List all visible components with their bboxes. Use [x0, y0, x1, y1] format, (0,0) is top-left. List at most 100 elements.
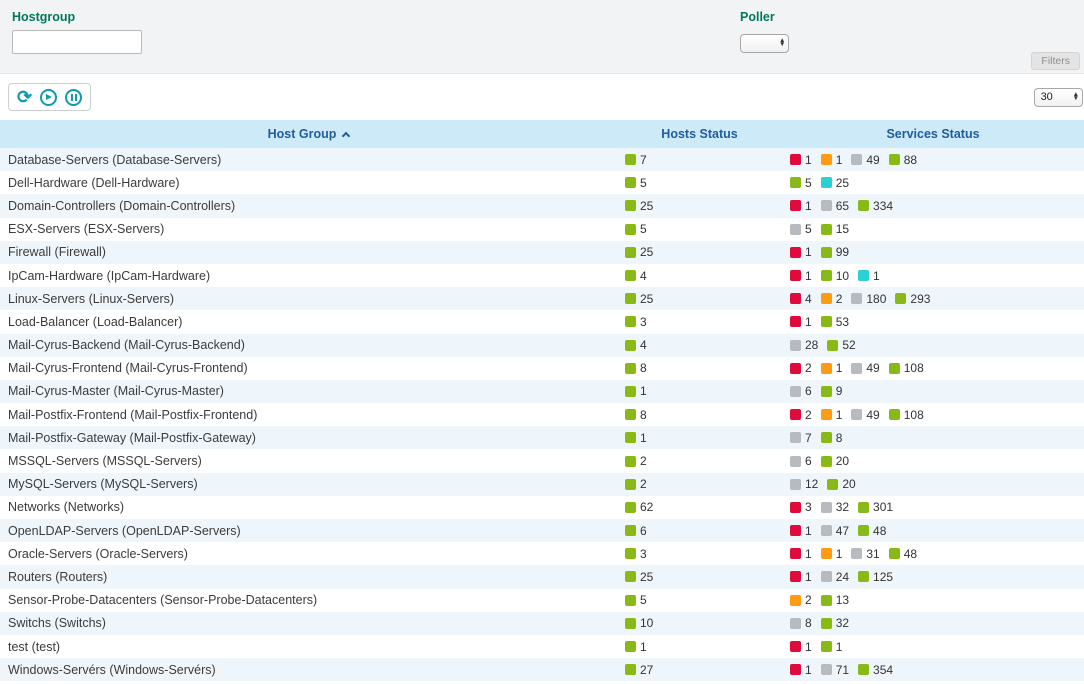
status-count: 13 [835, 593, 850, 608]
hostgroup-name[interactable]: Mail-Cyrus-Frontend (Mail-Cyrus-Frontend… [8, 361, 248, 376]
table-row[interactable]: OpenLDAP-Servers (OpenLDAP-Servers) 6 1 47 4… [0, 519, 1084, 543]
table-row[interactable]: Windows-Servérs (Windows-Servérs) 27 1 71 35… [0, 658, 1084, 682]
status-badge-ok: 293 [895, 292, 930, 306]
table-header: Host Group Hosts Status Services Status [0, 120, 1084, 148]
ok-square-icon [625, 641, 636, 653]
sort-asc-icon[interactable] [342, 131, 351, 140]
hostgroup-name[interactable]: Mail-Cyrus-Master (Mail-Cyrus-Master) [8, 384, 224, 399]
status-badge-ok: 9 [820, 384, 842, 398]
table-row[interactable]: Routers (Routers) 25 1 24 125 [0, 565, 1084, 589]
hostgroup-name[interactable]: Mail-Postfix-Gateway (Mail-Postfix-Gatew… [8, 430, 256, 445]
ok-square-icon [820, 432, 832, 444]
hostgroup-name[interactable]: Mail-Cyrus-Backend (Mail-Cyrus-Backend) [8, 338, 245, 353]
table-row[interactable]: Switchs (Switchs) 10 8 32 [0, 611, 1084, 635]
unknown-square-icon [790, 385, 801, 397]
hostgroup-name[interactable]: Domain-Controllers (Domain-Controllers) [8, 198, 236, 213]
hosts-status-cell: 7 [617, 153, 782, 167]
table-row[interactable]: Oracle-Servers (Oracle-Servers) 3 1 1 31 48 [0, 542, 1084, 566]
table-row[interactable]: MySQL-Servers (MySQL-Servers) 2 12 20 [0, 472, 1084, 496]
hostgroup-name[interactable]: ESX-Servers (ESX-Servers) [8, 222, 165, 237]
pause-button[interactable] [65, 88, 83, 106]
play-button[interactable] [40, 88, 58, 106]
ok-square-icon [820, 594, 832, 606]
hostgroup-name[interactable]: Routers (Routers) [8, 569, 108, 584]
table-row[interactable]: ESX-Servers (ESX-Servers) 5 5 15 [0, 217, 1084, 241]
status-badge-ok: 1 [625, 384, 647, 398]
ok-square-icon [888, 154, 900, 166]
hostgroup-input[interactable] [12, 30, 142, 54]
status-badge-ok: 25 [625, 570, 653, 584]
status-count: 48 [903, 546, 918, 561]
hostgroup-name[interactable]: MSSQL-Servers (MSSQL-Servers) [8, 454, 202, 469]
hostgroup-name[interactable]: Oracle-Servers (Oracle-Servers) [8, 546, 188, 561]
status-badge-ok: 4 [625, 338, 647, 352]
hostgroup-name[interactable]: Windows-Servérs (Windows-Servérs) [8, 662, 216, 677]
status-badge-unknown: 47 [820, 524, 849, 538]
column-header-hosts-status[interactable]: Hosts Status [617, 127, 782, 141]
status-count: 4 [640, 338, 647, 353]
hostgroup-name[interactable]: Firewall (Firewall) [8, 245, 106, 260]
table-row[interactable]: Database-Servers (Database-Servers) 7 1 1 49… [0, 148, 1084, 172]
status-count: 1 [805, 523, 812, 538]
hostgroup-name[interactable]: Database-Servers (Database-Servers) [8, 152, 222, 167]
hostgroup-name[interactable]: MySQL-Servers (MySQL-Servers) [8, 477, 198, 492]
table-row[interactable]: Mail-Cyrus-Backend (Mail-Cyrus-Backend) 4… [0, 333, 1084, 357]
hostgroup-name[interactable]: Switchs (Switchs) [8, 616, 106, 631]
status-count: 5 [805, 222, 812, 237]
hostgroup-name[interactable]: test (test) [8, 639, 61, 654]
pending-square-icon [858, 270, 870, 282]
table-row[interactable]: Mail-Cyrus-Frontend (Mail-Cyrus-Frontend… [0, 356, 1084, 380]
column-header-label: Host Group [267, 127, 337, 141]
status-badge-critical: 2 [790, 361, 812, 375]
status-count: 1 [805, 639, 812, 654]
hostgroup-name[interactable]: Sensor-Probe-Datacenters (Sensor-Probe-D… [8, 593, 318, 608]
hosts-status-cell: 25 [617, 199, 782, 213]
status-badge-ok: 20 [820, 454, 849, 468]
refresh-button[interactable]: ⟳ [17, 88, 32, 106]
status-badge-ok: 3 [625, 547, 647, 561]
ok-square-icon [625, 362, 636, 374]
hostgroup-name[interactable]: Load-Balancer (Load-Balancer) [8, 314, 183, 329]
services-status-cell: 12 20 [782, 477, 1084, 491]
column-header-label: Hosts Status [661, 127, 738, 141]
ok-square-icon [827, 478, 839, 490]
table-row[interactable]: Linux-Servers (Linux-Servers) 25 4 2 180 293 [0, 287, 1084, 311]
status-badge-critical: 1 [790, 199, 812, 213]
table-row[interactable]: Mail-Postfix-Frontend (Mail-Postfix-Fron… [0, 403, 1084, 427]
services-status-cell: 5 25 [782, 176, 1084, 190]
ok-square-icon [625, 478, 636, 490]
table-row[interactable]: Sensor-Probe-Datacenters (Sensor-Probe-D… [0, 588, 1084, 612]
table-row[interactable]: Mail-Cyrus-Master (Mail-Cyrus-Master) 1 6 9 [0, 379, 1084, 404]
hosts-status-cell: 27 [617, 663, 782, 677]
hostgroup-name[interactable]: IpCam-Hardware (IpCam-Hardware) [8, 268, 211, 283]
status-badge-warning: 1 [820, 361, 842, 375]
page-size-select[interactable]: 30 ▲ ▼ [1033, 87, 1083, 107]
table-row[interactable]: Networks (Networks) 62 3 32 301 [0, 495, 1084, 519]
table-row[interactable]: Mail-Postfix-Gateway (Mail-Postfix-Gatew… [0, 426, 1084, 450]
table-row[interactable]: Domain-Controllers (Domain-Controllers) 2… [0, 194, 1084, 218]
status-count: 4 [640, 268, 647, 283]
column-header-services-status[interactable]: Services Status [782, 127, 1084, 141]
hostgroup-name[interactable]: Networks (Networks) [8, 500, 124, 515]
hostgroup-name[interactable]: Mail-Postfix-Frontend (Mail-Postfix-Fron… [8, 407, 258, 422]
status-count: 3 [640, 546, 647, 561]
table-row[interactable]: test (test) 1 1 1 [0, 634, 1084, 659]
filters-button[interactable]: Filters [1031, 52, 1080, 70]
table-row[interactable]: IpCam-Hardware (IpCam-Hardware) 4 1 10 1 [0, 263, 1084, 288]
hostgroup-name[interactable]: Linux-Servers (Linux-Servers) [8, 291, 175, 306]
ok-square-icon [625, 223, 636, 235]
table-row[interactable]: Dell-Hardware (Dell-Hardware) 5 5 25 [0, 171, 1084, 195]
table-row[interactable]: Load-Balancer (Load-Balancer) 3 1 53 [0, 310, 1084, 334]
hosts-status-cell: 25 [617, 292, 782, 306]
column-header-host-group[interactable]: Host Group [0, 127, 617, 141]
table-row[interactable]: MSSQL-Servers (MSSQL-Servers) 2 6 20 [0, 449, 1084, 473]
table-row[interactable]: Firewall (Firewall) 25 1 99 [0, 240, 1084, 264]
hostgroup-name[interactable]: Dell-Hardware (Dell-Hardware) [8, 175, 180, 190]
services-status-cell: 1 47 48 [782, 524, 1084, 538]
status-count: 1 [835, 546, 843, 561]
hostgroup-name[interactable]: OpenLDAP-Servers (OpenLDAP-Servers) [8, 523, 241, 538]
ok-square-icon [858, 664, 870, 676]
status-badge-ok: 6 [625, 524, 647, 538]
poller-select[interactable]: ▲ ▼ [740, 33, 790, 53]
